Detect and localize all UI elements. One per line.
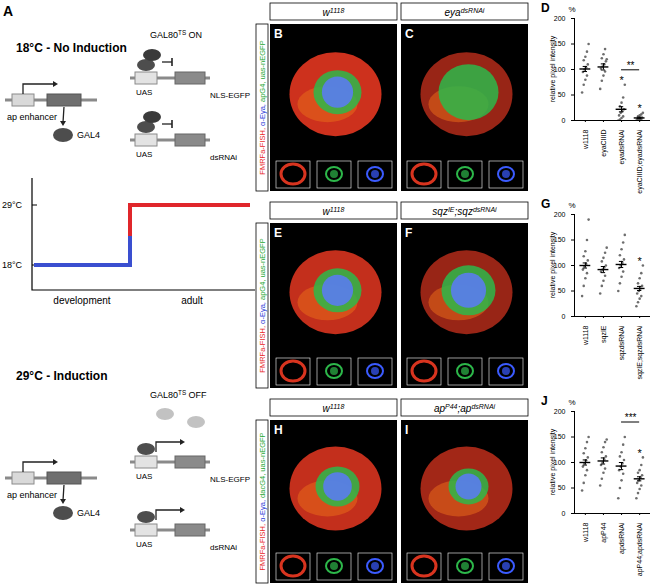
svg-text:sqzIE: sqzIE: [600, 325, 608, 343]
svg-text:eyadsRNAi: eyadsRNAi: [618, 129, 626, 164]
svg-text:NLS-EGFP: NLS-EGFP: [210, 475, 250, 484]
svg-text:100: 100: [554, 262, 566, 269]
svg-text:**: **: [627, 60, 635, 71]
svg-text:50: 50: [558, 91, 566, 98]
svg-text:%: %: [568, 5, 575, 14]
svg-text:18°C - No Induction: 18°C - No Induction: [16, 41, 127, 55]
svg-text:E: E: [274, 226, 282, 240]
svg-text:*: *: [619, 74, 624, 86]
svg-text:I: I: [405, 423, 408, 437]
svg-text:200: 200: [554, 211, 566, 218]
svg-text:w1118: w1118: [582, 129, 589, 150]
svg-text:eyaCIIID: eyaCIIID: [600, 130, 608, 157]
svg-text:D: D: [541, 1, 550, 15]
svg-text:sqzIE;sqzdsRNAi: sqzIE;sqzdsRNAi: [432, 206, 497, 218]
svg-text:B: B: [274, 27, 283, 41]
svg-text:H: H: [274, 423, 283, 437]
svg-text:50: 50: [558, 287, 566, 294]
svg-text:GAL4: GAL4: [77, 508, 100, 518]
svg-text:w1118: w1118: [323, 403, 345, 415]
svg-text:apP44;apdsRNAi: apP44;apdsRNAi: [434, 403, 496, 415]
svg-text:w1118: w1118: [582, 325, 589, 346]
svg-text:18°C: 18°C: [2, 260, 23, 270]
svg-text:w1118: w1118: [323, 206, 345, 218]
svg-text:ap enhancer: ap enhancer: [7, 112, 57, 122]
svg-text:*: *: [638, 102, 643, 114]
svg-text:200: 200: [554, 408, 566, 415]
svg-text:FMRFa-FISH, α-Eya, dacG4, uas-: FMRFa-FISH, α-Eya, dacG4, uas-nEGFP: [258, 432, 267, 570]
svg-text:GAL80TS ON: GAL80TS ON: [150, 29, 202, 41]
svg-text:sqzdsRNAi: sqzdsRNAi: [618, 325, 626, 360]
svg-text:NLS-EGFP: NLS-EGFP: [210, 91, 250, 100]
svg-text:UAS: UAS: [136, 472, 152, 481]
svg-text:apdsRNAi: apdsRNAi: [618, 522, 626, 554]
svg-text:29°C: 29°C: [2, 200, 23, 210]
svg-text:*: *: [638, 255, 643, 267]
svg-text:100: 100: [554, 66, 566, 73]
svg-text:eyaCIIID;eyadsRNAi: eyaCIIID;eyadsRNAi: [636, 129, 644, 194]
svg-text:200: 200: [554, 15, 566, 22]
svg-text:UAS: UAS: [136, 540, 152, 549]
svg-text:0: 0: [562, 313, 566, 320]
svg-text:w1118: w1118: [582, 522, 589, 543]
svg-text:150: 150: [554, 40, 566, 47]
svg-text:eyadsRNAi: eyadsRNAi: [445, 7, 485, 19]
svg-text:%: %: [568, 201, 575, 210]
svg-text:150: 150: [554, 236, 566, 243]
svg-text:dsRNAi: dsRNAi: [210, 543, 237, 552]
svg-text:GAL4: GAL4: [77, 130, 100, 140]
svg-text:50: 50: [558, 484, 566, 491]
svg-text:ap enhancer: ap enhancer: [7, 490, 57, 500]
svg-text:*: *: [638, 447, 643, 459]
svg-text:G: G: [541, 197, 550, 211]
svg-text:adult: adult: [181, 295, 203, 306]
svg-text:UAS: UAS: [136, 150, 152, 159]
svg-text:A: A: [3, 3, 13, 19]
svg-text:development: development: [53, 295, 110, 306]
svg-text:150: 150: [554, 433, 566, 440]
svg-text:dsRNAi: dsRNAi: [210, 153, 237, 162]
svg-text:sqzIE;sqzdsRNAi: sqzIE;sqzdsRNAi: [636, 325, 644, 380]
svg-text:0: 0: [562, 117, 566, 124]
svg-text:100: 100: [554, 459, 566, 466]
svg-text:29°C - Induction: 29°C - Induction: [16, 369, 107, 383]
svg-text:apP44;apdsRNAi: apP44;apdsRNAi: [636, 522, 644, 576]
svg-text:%: %: [568, 398, 575, 407]
svg-text:FMRFa-FISH, α-Eya, apG4, uas-n: FMRFa-FISH, α-Eya, apG4, uas-nEGFP: [258, 238, 267, 372]
svg-text:0: 0: [562, 510, 566, 517]
svg-text:UAS: UAS: [136, 88, 152, 97]
svg-text:***: ***: [625, 412, 637, 423]
svg-text:C: C: [405, 27, 414, 41]
svg-text:apP44: apP44: [600, 522, 608, 542]
svg-text:FMRFa-FISH, α-Eya, apG4, uas-n: FMRFa-FISH, α-Eya, apG4, uas-nEGFP: [258, 40, 267, 174]
svg-text:F: F: [405, 226, 412, 240]
svg-text:w1118: w1118: [323, 7, 345, 19]
svg-text:J: J: [541, 394, 548, 408]
svg-text:GAL80TS OFF: GAL80TS OFF: [150, 389, 207, 401]
